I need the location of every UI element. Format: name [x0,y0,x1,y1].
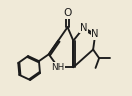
Text: N: N [91,29,99,39]
Text: O: O [63,8,72,18]
Text: N: N [80,23,88,33]
Text: NH: NH [52,63,65,72]
